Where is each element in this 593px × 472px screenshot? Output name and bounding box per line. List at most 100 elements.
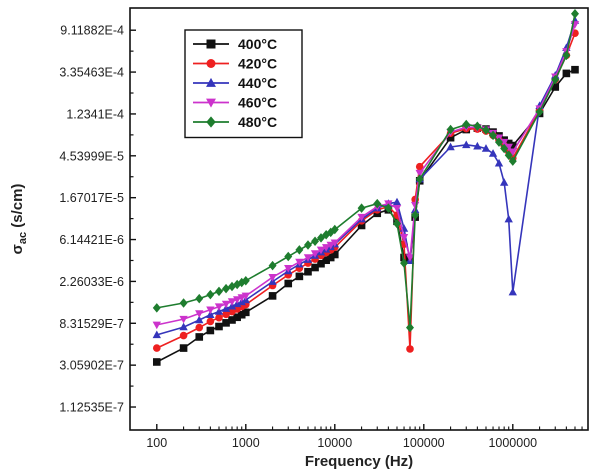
data-point xyxy=(311,236,320,246)
data-point xyxy=(237,310,246,319)
data-point xyxy=(195,333,204,341)
data-point xyxy=(152,344,161,352)
data-point xyxy=(499,178,509,186)
data-point xyxy=(295,258,304,267)
series-5 xyxy=(152,9,579,333)
y-tick-label: 9.11882E-4 xyxy=(60,24,124,38)
data-point xyxy=(473,121,482,131)
data-point xyxy=(406,322,414,333)
legend-marker xyxy=(206,77,216,87)
data-point xyxy=(357,213,366,222)
data-point xyxy=(571,65,579,74)
x-tick-label: 100 xyxy=(146,436,167,450)
data-point xyxy=(206,326,215,335)
data-point xyxy=(284,279,293,288)
data-point xyxy=(268,260,277,271)
data-point xyxy=(195,310,204,318)
data-point xyxy=(400,258,409,268)
y-axis-title: σac (s/cm) xyxy=(9,184,29,255)
legend-marker xyxy=(206,98,216,108)
data-point xyxy=(316,246,326,255)
data-point xyxy=(206,289,215,300)
data-point xyxy=(227,298,237,306)
legend-entry: 480°C xyxy=(193,114,277,130)
series-3 xyxy=(152,16,580,339)
data-point xyxy=(322,256,330,265)
data-point xyxy=(562,50,571,61)
data-point xyxy=(551,83,560,91)
y-tick-label: 1.12535E-7 xyxy=(59,401,124,415)
data-point xyxy=(504,150,513,161)
data-point xyxy=(326,253,335,262)
data-point xyxy=(384,203,393,213)
data-point xyxy=(508,141,517,150)
data-point xyxy=(295,245,304,255)
data-point xyxy=(330,250,339,259)
data-point xyxy=(215,322,223,331)
data-point xyxy=(152,330,161,339)
data-point xyxy=(406,345,414,353)
data-point xyxy=(241,275,250,286)
legend-label: 460°C xyxy=(238,95,277,111)
y-tick-label: 3.35463E-4 xyxy=(59,66,124,80)
data-point xyxy=(373,198,382,209)
data-point xyxy=(215,313,223,322)
y-tick-label: 1.2341E-4 xyxy=(66,107,124,121)
data-point xyxy=(489,130,498,141)
data-point xyxy=(446,142,455,151)
data-point xyxy=(317,259,325,268)
data-point xyxy=(179,315,188,324)
data-point xyxy=(214,303,224,311)
legend-label: 480°C xyxy=(238,114,277,130)
data-point xyxy=(304,267,312,276)
data-point xyxy=(195,293,204,304)
x-tick-label: 1000000 xyxy=(488,436,537,450)
y-axis-title-subscript: ac xyxy=(17,232,29,244)
legend-entry: 420°C xyxy=(193,56,277,72)
data-point xyxy=(304,240,312,250)
data-point xyxy=(321,244,331,252)
data-point xyxy=(179,344,188,352)
data-point xyxy=(411,210,420,220)
data-point xyxy=(295,272,304,281)
data-point xyxy=(500,143,509,154)
data-point xyxy=(233,313,241,322)
legend-entry: 400°C xyxy=(193,36,277,52)
y-tick-labels: 1.12535E-7 3.05902E-7 8.31529E-7 2.26033E-6… xyxy=(59,24,124,415)
y-tick-label: 6.14421E-6 xyxy=(59,233,124,247)
x-tick-labels: 100 1000 10000 100000 1000000 xyxy=(146,436,537,450)
data-point xyxy=(284,251,293,262)
data-point xyxy=(473,141,482,150)
data-point xyxy=(152,303,161,313)
data-point xyxy=(499,138,509,147)
plot-series xyxy=(152,9,580,366)
data-point xyxy=(446,124,455,135)
data-point xyxy=(571,9,579,19)
legend-label: 420°C xyxy=(238,56,277,72)
data-point xyxy=(310,250,320,258)
data-point xyxy=(326,241,335,250)
y-tick-label: 1.67017E-5 xyxy=(59,191,124,205)
legend-marker xyxy=(206,59,216,68)
x-axis-title: Frequency (Hz) xyxy=(305,453,413,470)
data-point xyxy=(195,315,204,324)
data-point xyxy=(504,214,513,223)
data-point xyxy=(330,224,339,235)
data-point xyxy=(311,263,319,272)
data-point xyxy=(410,201,420,210)
data-point xyxy=(535,107,544,117)
data-point xyxy=(232,296,242,304)
data-point xyxy=(482,125,490,135)
x-tick-label: 10000 xyxy=(317,436,352,450)
legend-marker xyxy=(206,39,216,49)
data-point xyxy=(415,169,424,178)
y-tick-label: 3.05902E-7 xyxy=(59,359,124,373)
data-point xyxy=(462,119,471,130)
data-point xyxy=(215,286,223,297)
data-point xyxy=(268,273,277,282)
y-tick-label: 2.26033E-6 xyxy=(59,275,124,289)
data-point xyxy=(228,316,236,324)
y-axis-title-symbol: σ xyxy=(9,244,26,254)
data-point xyxy=(241,292,250,301)
